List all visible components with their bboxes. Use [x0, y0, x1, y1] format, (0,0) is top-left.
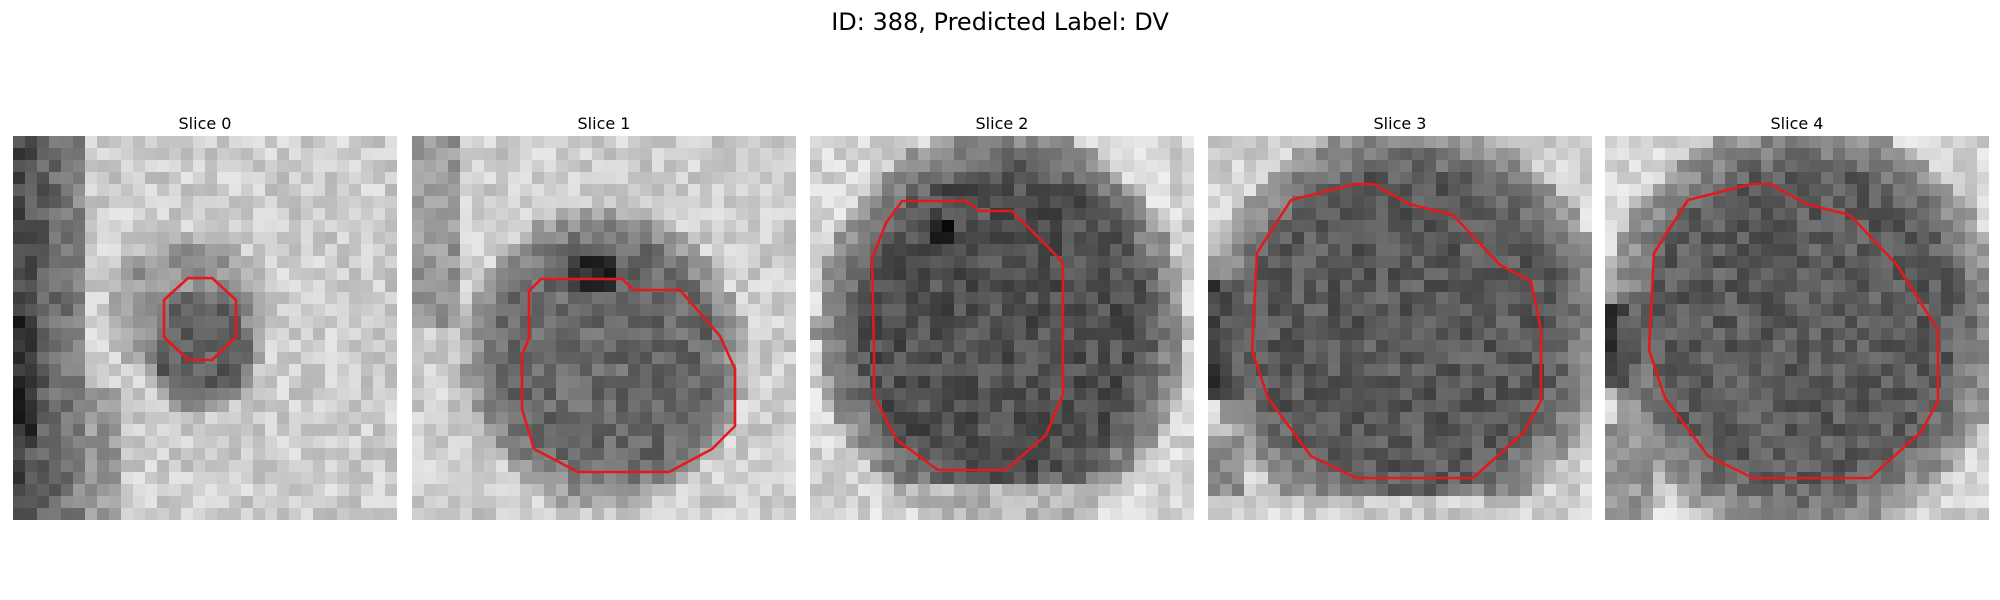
- slice-image-1: [412, 136, 796, 520]
- slice-title: Slice 0: [178, 114, 232, 133]
- slice-pixels: [412, 136, 796, 520]
- segmentation-contour: [1647, 182, 1940, 480]
- slice-image-0: [13, 136, 397, 520]
- slice-image-2: [810, 136, 1194, 520]
- slice-title: Slice 3: [1373, 114, 1427, 133]
- segmentation-contour: [162, 276, 238, 362]
- slice-title: Slice 1: [577, 114, 631, 133]
- slice-pixels: [13, 136, 397, 520]
- slice-pixels: [810, 136, 1194, 520]
- segmentation-contour: [870, 199, 1065, 472]
- slice-panel-4: Slice 4: [1605, 112, 1989, 520]
- slice-title: Slice 2: [975, 114, 1029, 133]
- slice-panel-1: Slice 1: [412, 112, 796, 520]
- segmentation-contour: [1250, 182, 1543, 480]
- slice-panel-2: Slice 2: [810, 112, 1194, 520]
- slice-image-3: [1208, 136, 1592, 520]
- slice-image-4: [1605, 136, 1989, 520]
- slice-panel-3: Slice 3: [1208, 112, 1592, 520]
- slice-title: Slice 4: [1770, 114, 1824, 133]
- slice-panel-0: Slice 0: [13, 112, 397, 520]
- segmentation-contour: [520, 277, 737, 474]
- slice-pixels: [1208, 136, 1592, 520]
- figure-title: ID: 388, Predicted Label: DV: [831, 8, 1169, 36]
- slice-pixels: [1605, 136, 1989, 520]
